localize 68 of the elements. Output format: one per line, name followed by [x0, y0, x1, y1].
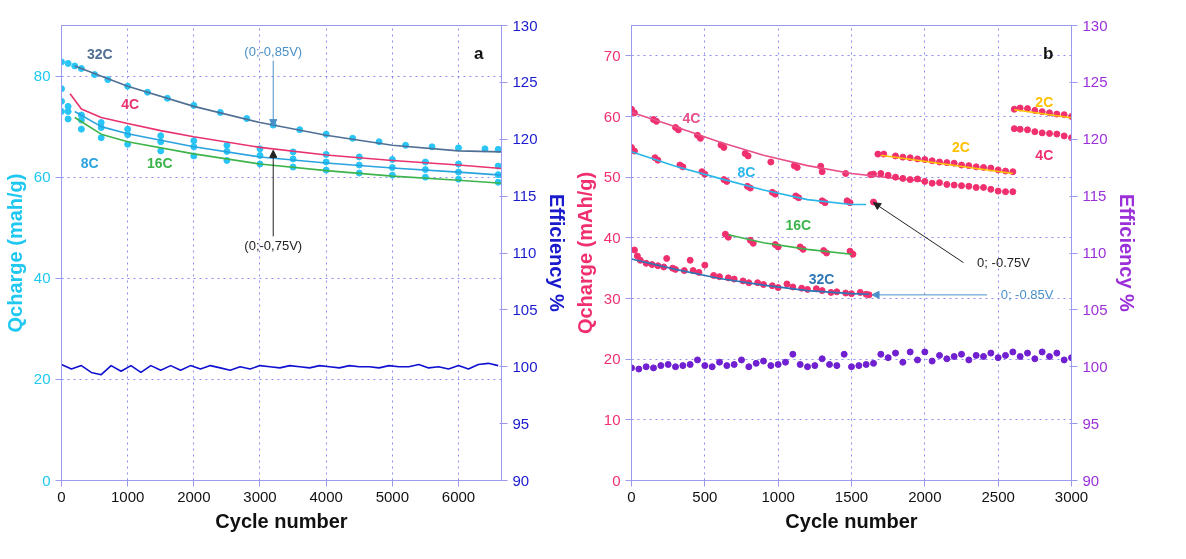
y-axis-title: Qcharge (mAh/g) [573, 171, 596, 335]
x-tick-label: 4000 [309, 487, 343, 505]
y-axis-title: Qcharge (mah/g) [3, 173, 26, 333]
y-tick-label: 50 [603, 168, 621, 186]
x-axis-title: Cycle number [215, 509, 348, 532]
y-tick-label: 60 [33, 168, 51, 186]
y-tick-label: 30 [603, 289, 621, 307]
series-label: 4C [121, 95, 140, 112]
x-tick-label: 1000 [110, 487, 145, 505]
y-tick-label: 0 [612, 471, 621, 489]
y-tick-label: 40 [33, 269, 51, 287]
text: 8C [80, 155, 99, 172]
series-label: 8C [737, 163, 756, 180]
series-label: 4C [1035, 146, 1054, 163]
x-tick-label: 6000 [441, 487, 476, 505]
y2-tick-label: 100 [1082, 357, 1108, 375]
y2-tick-label: 105 [512, 300, 538, 318]
series-label: 16C [146, 154, 173, 171]
y2-tick-label: 130 [1082, 16, 1108, 34]
series-label: 32C [808, 271, 835, 288]
series-label: 16C [785, 216, 812, 233]
x-tick-label: 2000 [908, 487, 942, 505]
x-tick-label: 1500 [834, 487, 869, 505]
x-tick-label: 0 [57, 487, 66, 505]
y2-tick-label: 90 [512, 471, 530, 489]
annotation: (0;-0,85V) [244, 44, 303, 60]
y2-tick-label: 125 [1082, 73, 1108, 91]
y2-tick-label: 115 [512, 187, 537, 205]
y2-tick-label: 120 [512, 130, 538, 148]
series-label: 4C [682, 110, 701, 127]
y-tick-label: 0 [42, 471, 51, 489]
y2-tick-label: 115 [1082, 187, 1107, 205]
x-tick-label: 0 [627, 487, 636, 505]
x-tick-label: 2000 [177, 487, 211, 505]
annotation: (0;-0,75V) [244, 237, 303, 253]
x-tick-label: 3000 [243, 487, 277, 505]
x-tick-label: 1000 [761, 487, 795, 505]
annotation: 0; -0.75V [977, 255, 1031, 271]
y-tick-label: 60 [603, 107, 621, 125]
y-tick-label: 80 [33, 67, 51, 85]
series-label: 2C [951, 139, 970, 156]
y-tick-label: 20 [33, 370, 51, 388]
y2-tick-label: 100 [512, 357, 538, 375]
y2-tick-label: 90 [1082, 471, 1100, 489]
y2-tick-label: 130 [512, 16, 538, 34]
y-tick-label: 40 [603, 228, 621, 246]
y2-tick-label: 105 [1082, 300, 1108, 318]
x-axis-title: Cycle number [785, 509, 918, 532]
y-tick-label: 70 [603, 46, 621, 64]
annotation: a [474, 43, 485, 63]
y2-axis-title: Efficiency % [1115, 194, 1138, 313]
y2-tick-label: 110 [512, 244, 537, 261]
x-tick-label: 5000 [375, 487, 410, 505]
y2-tick-label: 95 [512, 414, 530, 432]
y2-tick-label: 110 [1082, 244, 1107, 261]
y2-tick-label: 95 [1082, 414, 1100, 432]
y2-axis-title: Efficiency % [545, 194, 568, 313]
x-tick-label: 2500 [981, 487, 1015, 505]
series-label: 32C [86, 45, 113, 62]
annotation: b [1043, 43, 1054, 63]
y2-tick-label: 120 [1082, 130, 1108, 148]
x-tick-label: 3000 [1054, 487, 1089, 505]
x-tick-label: 500 [692, 487, 718, 505]
y-tick-label: 20 [603, 350, 621, 368]
series-label: 2C [1035, 93, 1054, 110]
y-tick-label: 10 [603, 410, 621, 428]
y2-tick-label: 125 [512, 73, 538, 91]
annotation: 0; -0.85V [1000, 287, 1054, 303]
